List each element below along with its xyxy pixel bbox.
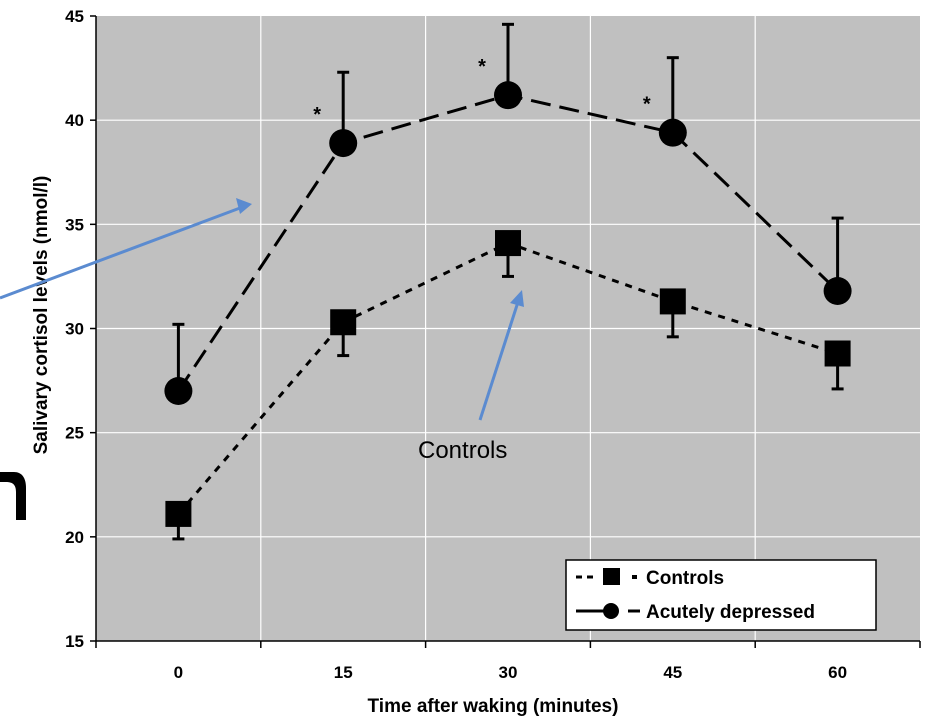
series-markers <box>164 81 852 527</box>
marker-controls <box>824 340 851 367</box>
arrow-to-depressed-head <box>236 198 252 214</box>
marker-controls <box>330 309 357 336</box>
controls-annotation: Controls <box>418 437 507 464</box>
legend-controls-dot <box>632 575 637 579</box>
annotation-arrows <box>0 198 524 421</box>
marker-acutely-depressed <box>658 118 687 147</box>
marker-acutely-depressed <box>329 129 358 158</box>
y-tick-label: 15 <box>65 632 84 651</box>
significance-star: * <box>643 94 651 116</box>
marker-acutely-depressed <box>164 377 193 405</box>
x-tick-label: 30 <box>499 663 518 682</box>
legend-controls-marker <box>603 568 620 585</box>
y-tick-label: 35 <box>65 215 84 234</box>
marker-controls <box>659 288 686 315</box>
marker-controls <box>495 230 521 257</box>
y-tick-label: 20 <box>65 528 84 547</box>
legend-controls-label: Controls <box>646 568 724 589</box>
x-tick-label: 0 <box>174 663 183 682</box>
marker-acutely-depressed <box>823 277 852 305</box>
y-tick-label: 45 <box>65 7 84 26</box>
legend-depressed-marker <box>603 603 619 619</box>
marker-controls <box>165 500 192 527</box>
x-tick-label: 15 <box>334 663 353 682</box>
x-axis-ticks: 0 15 30 45 60 <box>95 641 921 682</box>
arrow-to-depressed <box>0 206 241 300</box>
arrow-to-controls-head <box>510 290 524 307</box>
x-axis-title: Time after waking (minutes) <box>368 696 619 717</box>
legend: Controls Acutely depressed <box>565 559 877 631</box>
y-tick-label: 30 <box>65 320 84 339</box>
y-axis-title: Salivary cortisol levels (nmol/l) <box>31 176 52 455</box>
x-tick-label: 45 <box>663 663 682 682</box>
cut-off-glyph <box>0 472 26 520</box>
significance-star: * <box>313 104 321 126</box>
significance-star: * <box>478 56 486 78</box>
y-axis-ticks: 15 20 25 30 35 40 45 <box>65 7 96 651</box>
y-tick-label: 40 <box>65 111 84 130</box>
significance-markers: * * * <box>313 56 651 126</box>
marker-acutely-depressed <box>494 81 522 110</box>
x-tick-label: 60 <box>828 663 847 682</box>
arrow-to-controls <box>478 301 520 421</box>
legend-depressed-label: Acutely depressed <box>646 602 815 623</box>
y-tick-label: 25 <box>65 424 84 443</box>
grid-lines <box>96 16 920 641</box>
